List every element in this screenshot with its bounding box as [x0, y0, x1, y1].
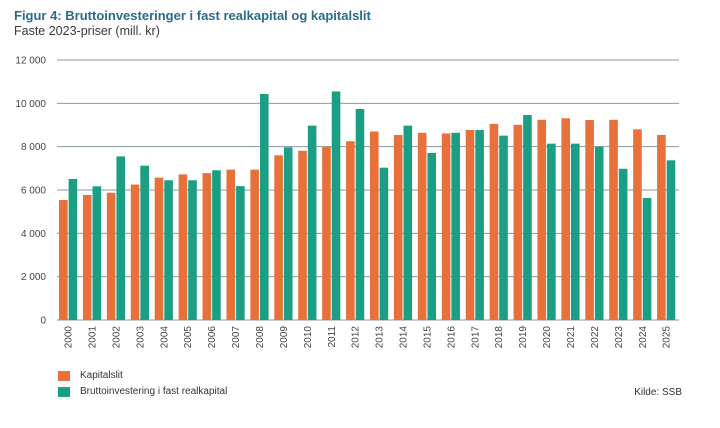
bar-brutto	[570, 143, 580, 320]
bar-kapitalslit	[585, 120, 594, 321]
x-tick-label: 2022	[590, 326, 601, 349]
bar-brutto	[427, 152, 437, 320]
bar-brutto	[92, 186, 102, 320]
legend-label-kapitalslit: Kapitalslit	[80, 370, 123, 381]
bar-kapitalslit	[489, 123, 499, 321]
bar-kapitalslit	[441, 133, 451, 320]
x-tick-label: 2025	[662, 326, 673, 349]
bar-kapitalslit	[465, 129, 475, 320]
bar-brutto	[116, 156, 126, 320]
bar-brutto	[212, 170, 221, 320]
bar-kapitalslit	[154, 177, 164, 320]
bar-kapitalslit	[561, 118, 570, 321]
x-tick-label: 2004	[159, 326, 170, 349]
x-tick-label: 2002	[111, 326, 122, 349]
bar-kapitalslit	[346, 141, 355, 320]
bar-kapitalslit	[250, 169, 259, 320]
bar-brutto	[307, 125, 317, 321]
bar-kapitalslit	[537, 119, 547, 320]
x-axis-ticks: 2000 2001 2002 2003 2004 2005 2006 2007 2008 2009…	[64, 326, 673, 349]
bar-brutto	[164, 180, 173, 320]
x-tick-label: 2019	[518, 326, 529, 349]
legend-item-kapitalslit: Kapitalslit	[58, 370, 123, 381]
x-tick-label: 2017	[470, 326, 481, 349]
y-tick-label: 0	[40, 316, 46, 327]
bar-brutto	[355, 108, 365, 320]
bar-brutto	[594, 146, 604, 320]
bar-brutto	[259, 94, 269, 321]
bar-kapitalslit	[513, 124, 523, 321]
bar-brutto	[188, 180, 197, 320]
x-tick-label: 2023	[614, 326, 625, 349]
x-tick-label: 2016	[446, 326, 457, 349]
bar-kapitalslit	[82, 194, 92, 320]
bar-kapitalslit	[609, 119, 618, 320]
x-tick-label: 2021	[566, 326, 577, 349]
x-tick-label: 2001	[88, 326, 99, 349]
x-tick-label: 2008	[255, 326, 266, 349]
bar-brutto	[666, 160, 676, 320]
bar-kapitalslit	[633, 129, 642, 320]
bar-kapitalslit	[274, 155, 283, 320]
x-tick-label: 2018	[494, 326, 505, 349]
x-tick-label: 2007	[231, 326, 242, 349]
bar-kapitalslit	[226, 169, 236, 320]
bar-brutto	[236, 186, 245, 320]
bar-brutto	[403, 125, 413, 321]
bar-kapitalslit	[178, 174, 188, 320]
bar-brutto	[331, 91, 341, 321]
bar-brutto	[499, 135, 508, 320]
chart-title: Figur 4: Bruttoinvesteringer i fast real…	[14, 8, 371, 23]
bar-brutto	[140, 165, 149, 320]
x-tick-label: 2000	[64, 326, 75, 349]
legend-item-brutto: Bruttoinvestering i fast realkapital	[58, 386, 227, 397]
bar-brutto	[68, 178, 78, 320]
bar-kapitalslit	[106, 192, 116, 320]
y-tick-label: 2 000	[21, 272, 46, 283]
y-tick-label: 4 000	[21, 229, 46, 240]
x-tick-label: 2012	[351, 326, 362, 349]
x-tick-label: 2011	[327, 326, 338, 348]
bar-brutto	[642, 198, 652, 320]
x-tick-label: 2015	[422, 326, 433, 349]
x-tick-label: 2020	[542, 326, 553, 349]
bar-kapitalslit	[393, 134, 403, 320]
x-tick-label: 2006	[207, 326, 218, 349]
x-tick-label: 2014	[399, 326, 410, 349]
legend-swatch-brutto	[58, 386, 70, 397]
bar-brutto	[451, 132, 460, 320]
bar-kapitalslit	[130, 184, 140, 320]
legend-label-brutto: Bruttoinvestering i fast realkapital	[80, 386, 228, 397]
bar-kapitalslit	[59, 199, 68, 320]
x-tick-label: 2013	[375, 326, 386, 349]
bar-kapitalslit	[370, 131, 379, 320]
x-tick-label: 2024	[638, 326, 649, 349]
x-tick-label: 2005	[183, 326, 194, 349]
y-tick-label: 6 000	[21, 186, 46, 197]
bar-kapitalslit	[417, 132, 427, 320]
x-tick-label: 2010	[303, 326, 314, 349]
y-axis-ticks: 0 2 000 4 000 6 000 8 000 10 000 12 000	[15, 56, 46, 327]
bar-brutto	[283, 147, 293, 320]
y-tick-label: 8 000	[21, 142, 46, 153]
bar-kapitalslit	[202, 173, 212, 320]
source-note: Kilde: SSB	[634, 387, 682, 398]
bar-kapitalslit	[657, 134, 666, 320]
bar-kapitalslit	[298, 150, 307, 320]
x-tick-label: 2009	[279, 326, 290, 349]
legend-swatch-kapitalslit	[58, 370, 70, 381]
bar-brutto	[547, 143, 556, 320]
bar-brutto	[523, 115, 532, 321]
x-tick-label: 2003	[135, 326, 146, 349]
bar-kapitalslit	[322, 146, 331, 320]
y-tick-label: 12 000	[15, 56, 46, 67]
chart-subtitle: Faste 2023-priser (mill. kr)	[14, 24, 160, 38]
y-tick-label: 10 000	[15, 99, 46, 110]
bars	[59, 91, 676, 321]
bar-brutto	[475, 129, 484, 320]
bar-brutto	[379, 167, 389, 320]
bar-brutto	[618, 168, 628, 320]
